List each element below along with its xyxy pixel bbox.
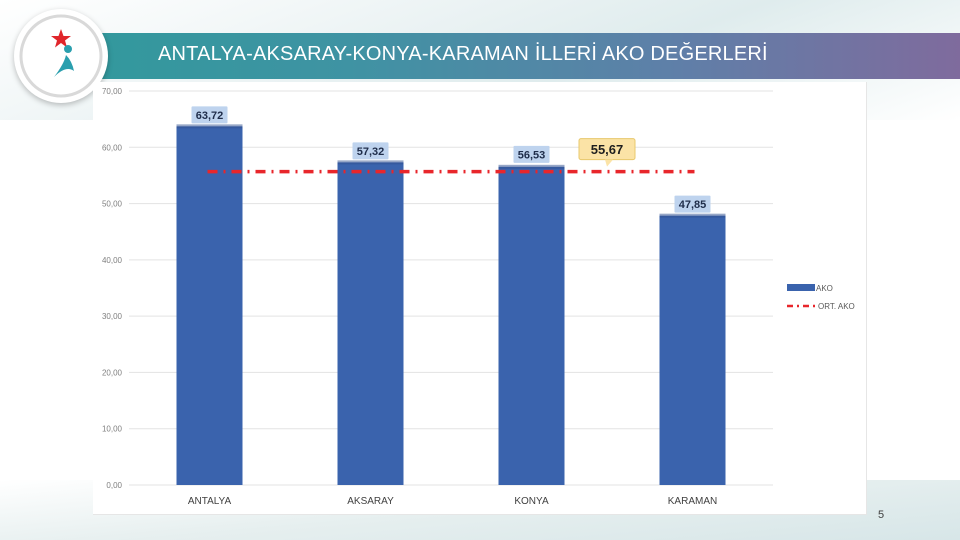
y-tick-label: 50,00 bbox=[102, 200, 123, 209]
x-tick-label: AKSARAY bbox=[347, 496, 394, 507]
x-tick-label: ANTALYA bbox=[188, 496, 232, 507]
y-tick-label: 20,00 bbox=[102, 368, 123, 377]
y-tick-label: 0,00 bbox=[106, 481, 122, 490]
ako-bar-chart: 0,0010,0020,0030,0040,0050,0060,0070,00 … bbox=[102, 87, 855, 507]
bar-top-edge bbox=[498, 164, 565, 169]
chart-panel: 0,00 10,00 20,00 30,00 40,00 50,00 60,00 70,00 … bbox=[93, 82, 867, 515]
bar-antalya bbox=[176, 126, 243, 486]
y-tick-label: 10,00 bbox=[102, 425, 123, 434]
bar-top-edge bbox=[176, 124, 243, 129]
bar-top-edge bbox=[337, 160, 404, 165]
x-tick-label: KONYA bbox=[514, 496, 549, 507]
legend-label-ako: AKO bbox=[816, 284, 833, 293]
x-tick-label: KARAMAN bbox=[668, 496, 717, 507]
legend-label-average: ORT. AKO bbox=[818, 302, 855, 311]
value-label-box bbox=[191, 106, 228, 124]
bar-konya bbox=[498, 166, 565, 485]
y-tick-label: 60,00 bbox=[102, 143, 123, 152]
value-label-box bbox=[674, 195, 711, 213]
value-label: 63,72 bbox=[196, 110, 224, 122]
value-label: 47,85 bbox=[679, 199, 707, 211]
bar-aksaray bbox=[337, 162, 404, 485]
average-label-pointer bbox=[605, 159, 613, 167]
crescent-star-logo-icon bbox=[19, 14, 103, 98]
ministry-logo bbox=[14, 9, 108, 103]
y-tick-label: 70,00 bbox=[102, 87, 123, 96]
y-tick-label: 30,00 bbox=[102, 312, 123, 321]
average-label: 55,67 bbox=[591, 142, 624, 157]
y-tick-label: 40,00 bbox=[102, 256, 123, 265]
slide-title: ANTALYA-AKSARAY-KONYA-KARAMAN İLLERİ AKO… bbox=[158, 43, 768, 65]
legend-swatch-ako bbox=[787, 284, 815, 291]
title-bar bbox=[20, 33, 960, 79]
value-label: 57,32 bbox=[357, 146, 385, 158]
value-label-box bbox=[513, 145, 550, 163]
bar-top-edge bbox=[659, 213, 726, 218]
page-number: 5 bbox=[878, 509, 885, 521]
value-label: 56,53 bbox=[518, 149, 546, 161]
bar-karaman bbox=[659, 215, 726, 485]
value-label-box bbox=[352, 142, 389, 160]
